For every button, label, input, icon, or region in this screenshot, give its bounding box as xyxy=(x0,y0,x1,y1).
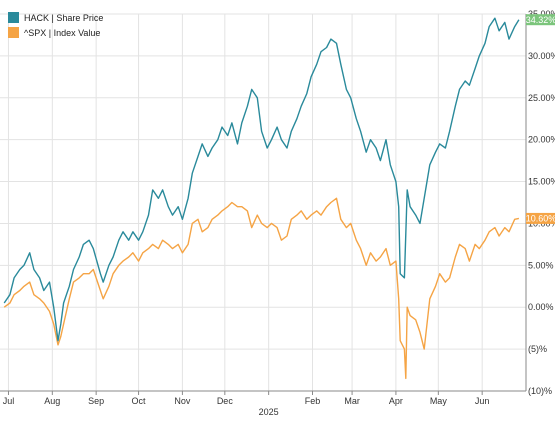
end-badge-spx xyxy=(526,212,555,224)
y-tick-label: 35.00% xyxy=(528,9,555,19)
x-tick-label: Nov xyxy=(174,396,191,406)
axes: 35.00%30.00%25.00%20.00%15.00%10.00%5.00… xyxy=(0,9,555,417)
legend-swatch-hack xyxy=(8,12,19,23)
end-badge-label-spx: 10.60% xyxy=(526,214,555,224)
x-year-label: 2025 xyxy=(259,407,279,417)
legend-label-spx: ^SPX | Index Value xyxy=(24,28,100,38)
x-tick-label: Oct xyxy=(132,396,147,406)
x-tick-label: Jul xyxy=(3,396,15,406)
x-tick-label: Dec xyxy=(217,396,234,406)
legend-label-hack: HACK | Share Price xyxy=(24,13,103,23)
y-tick-label: 15.00% xyxy=(528,177,555,187)
grid-lines xyxy=(0,13,526,392)
x-tick-label: Jun xyxy=(475,396,490,406)
y-tick-label: 25.00% xyxy=(528,93,555,103)
x-tick-label: Apr xyxy=(389,396,403,406)
end-badge-label-hack: 34.32% xyxy=(526,15,555,25)
x-tick-label: Sep xyxy=(88,396,104,406)
y-tick-label: 30.00% xyxy=(528,51,555,61)
y-tick-label: (10)% xyxy=(528,386,552,396)
x-tick-label: Aug xyxy=(44,396,60,406)
x-tick-label: May xyxy=(430,396,448,406)
y-tick-label: (5)% xyxy=(528,344,547,354)
legend-swatch-spx xyxy=(8,27,19,38)
series-line-hack xyxy=(3,17,520,342)
y-tick-label: 5.00% xyxy=(528,260,554,270)
legend: HACK | Share Price ^SPX | Index Value xyxy=(8,12,103,38)
x-tick-label: Feb xyxy=(305,396,321,406)
series-line-spx xyxy=(3,197,520,380)
end-badge-hack xyxy=(526,14,555,26)
y-tick-label: 0.00% xyxy=(528,302,554,312)
series-lines xyxy=(3,17,520,380)
y-tick-label: 20.00% xyxy=(528,135,555,145)
x-tick-label: Mar xyxy=(344,396,360,406)
end-value-badges: 34.32% 10.60% xyxy=(526,14,555,224)
